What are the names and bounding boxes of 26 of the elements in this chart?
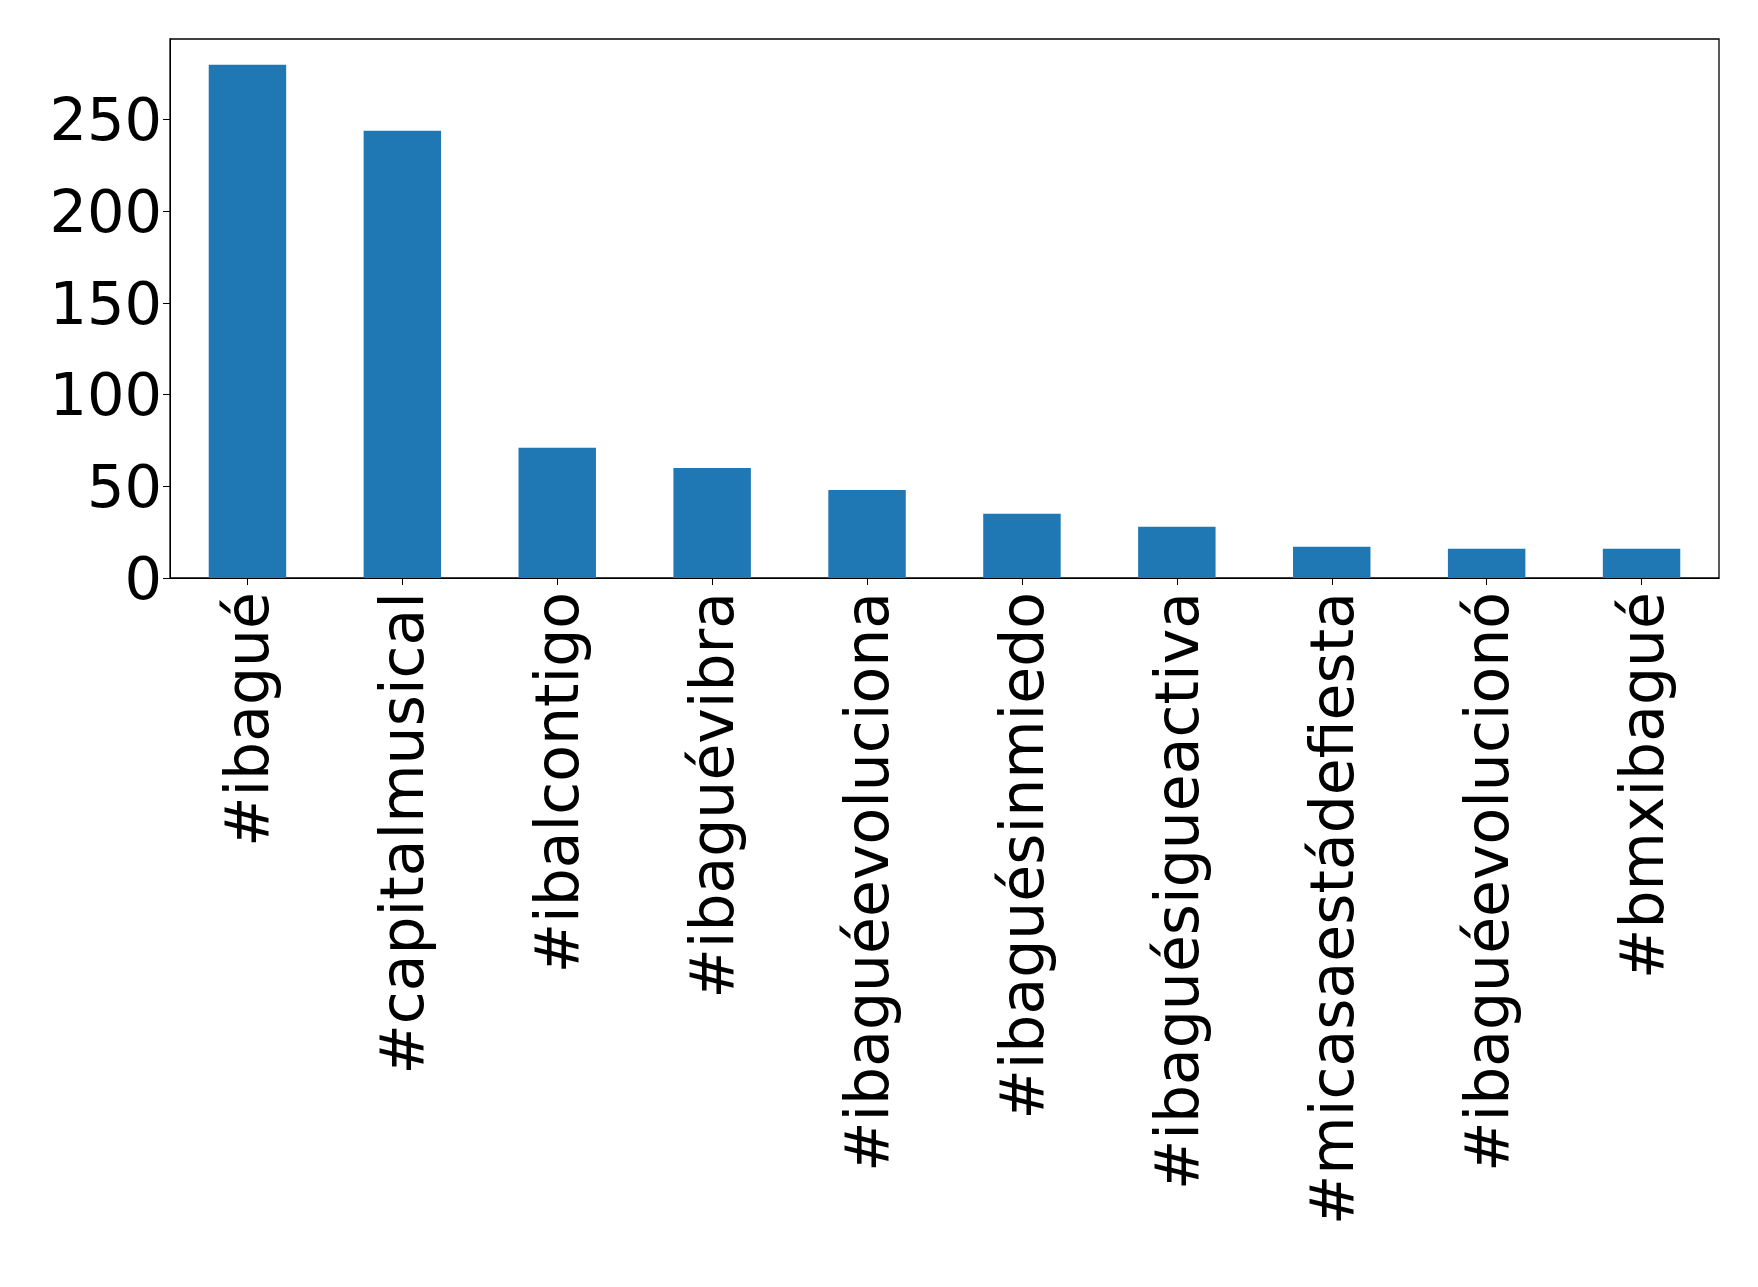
- y-tick-label: 100: [49, 360, 162, 430]
- y-tick-label: 250: [49, 85, 162, 155]
- y-tick-label: 200: [49, 176, 162, 246]
- bar: [1602, 548, 1681, 578]
- x-tick-label: #capitalmusical: [367, 592, 438, 1075]
- bar: [1293, 546, 1371, 578]
- bar: [983, 513, 1061, 578]
- y-tick-label: 150: [49, 268, 162, 338]
- x-tick-label: #micasaestádefiesta: [1296, 592, 1367, 1225]
- x-tick-label: #ibaguésinmiedo: [986, 592, 1057, 1120]
- x-tick-label: #ibaguésigueactiva: [1141, 592, 1212, 1191]
- x-tick-label: #ibaguévibra: [677, 592, 748, 999]
- bar: [518, 447, 596, 578]
- bar: [1138, 526, 1216, 578]
- bar: [673, 468, 751, 578]
- y-tick-label: 50: [86, 451, 162, 521]
- x-tick-label: #ibaguéevolucionó: [1451, 592, 1522, 1172]
- y-tick-label: 0: [124, 543, 162, 613]
- x-tick-label: #ibagué: [212, 592, 283, 847]
- x-tick-label: #bmxibagué: [1606, 592, 1677, 979]
- x-tick-label: #ibaguéevoluciona: [832, 592, 903, 1172]
- bar: [828, 490, 906, 578]
- bar: [1447, 548, 1526, 578]
- x-tick-label: #ibalcontigo: [522, 592, 593, 974]
- bar: [363, 130, 442, 578]
- bar: [208, 64, 287, 578]
